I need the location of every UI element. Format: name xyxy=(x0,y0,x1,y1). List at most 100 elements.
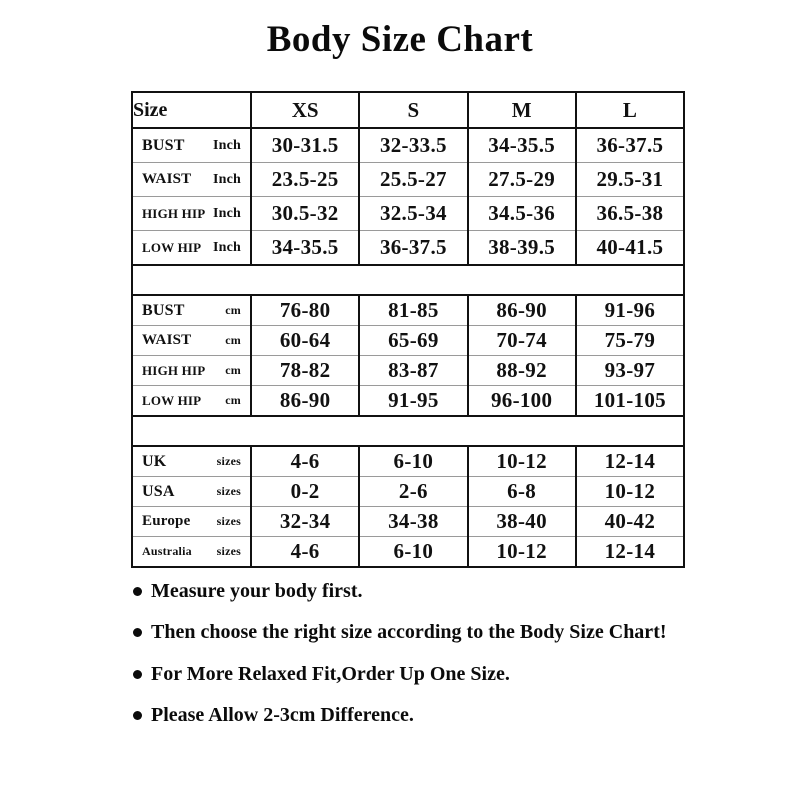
cell-bust-cm-m: 86-90 xyxy=(466,295,577,326)
header-label-cell: Size xyxy=(131,92,252,129)
note-text: Please Allow 2-3cm Difference. xyxy=(151,704,414,727)
cell-waist-inch-m: 27.5-29 xyxy=(466,162,577,197)
body-size-table: Size XS S M L BUST Inch 30-31.5 32-33.5 … xyxy=(131,91,686,568)
note-text: For More Relaxed Fit,Order Up One Size. xyxy=(151,662,510,685)
cell-waist-cm-m: 70-74 xyxy=(466,325,577,356)
table-row-europe-sizes: Europe sizes 32-34 34-38 38-40 40-42 xyxy=(131,506,686,537)
cell-lowhip-inch-m: 38-39.5 xyxy=(466,230,577,266)
cell-lowhip-cm-s: 91-95 xyxy=(358,385,469,417)
row-label-highhip-cm: HIGH HIP cm xyxy=(131,355,252,386)
cell-bust-cm-l: 91-96 xyxy=(574,295,686,326)
cell-highhip-cm-xs: 78-82 xyxy=(249,355,361,386)
row-name: WAIST xyxy=(142,332,192,348)
cell-highhip-inch-l: 36.5-38 xyxy=(574,196,686,231)
row-unit: cm xyxy=(225,303,241,317)
row-label-uk: UK sizes xyxy=(131,446,252,477)
cell-lowhip-inch-l: 40-41.5 xyxy=(574,230,686,266)
row-label-waist-inch: WAIST Inch xyxy=(131,162,252,197)
header-size-xs: XS xyxy=(249,92,361,129)
cell-usa-m: 6-8 xyxy=(466,476,577,507)
cell-highhip-cm-l: 93-97 xyxy=(574,355,686,386)
row-name: BUST xyxy=(142,136,185,154)
spacer-cell xyxy=(132,415,684,447)
row-unit: sizes xyxy=(216,544,241,558)
cell-bust-inch-s: 32-33.5 xyxy=(358,128,469,163)
row-label-usa: USA sizes xyxy=(131,476,252,507)
cell-europe-xs: 32-34 xyxy=(249,506,361,537)
cell-bust-inch-m: 34-35.5 xyxy=(466,128,577,163)
cell-bust-inch-xs: 30-31.5 xyxy=(249,128,361,163)
table-row-bust-cm: BUST cm 76-80 81-85 86-90 91-96 xyxy=(131,295,686,326)
cell-highhip-inch-xs: 30.5-32 xyxy=(249,196,361,231)
block-spacer-cm-sizes xyxy=(132,415,684,447)
table-header-row: Size XS S M L xyxy=(131,92,686,129)
cell-lowhip-cm-m: 96-100 xyxy=(466,385,577,417)
row-unit: Inch xyxy=(212,137,241,153)
table-row-bust-inch: BUST Inch 30-31.5 32-33.5 34-35.5 36-37.… xyxy=(131,128,686,163)
cell-waist-inch-xs: 23.5-25 xyxy=(249,162,361,197)
row-name: HIGH HIP xyxy=(142,205,206,221)
row-unit: cm xyxy=(225,393,241,407)
cell-waist-inch-s: 25.5-27 xyxy=(358,162,469,197)
cell-usa-xs: 0-2 xyxy=(249,476,361,507)
row-label-highhip-inch: HIGH HIP Inch xyxy=(131,196,252,231)
cell-waist-cm-l: 75-79 xyxy=(574,325,686,356)
note-item: Then choose the right size according to … xyxy=(133,619,703,645)
row-unit: sizes xyxy=(216,454,241,468)
row-label-bust-inch: BUST Inch xyxy=(131,128,252,163)
row-name: WAIST xyxy=(142,171,192,187)
table-row-waist-cm: WAIST cm 60-64 65-69 70-74 75-79 xyxy=(131,325,686,356)
cell-lowhip-inch-xs: 34-35.5 xyxy=(249,230,361,266)
row-name: Europe xyxy=(142,513,191,529)
cell-uk-s: 6-10 xyxy=(358,446,469,477)
table-row-australia-sizes: Australia sizes 4-6 6-10 10-12 12-14 xyxy=(131,536,686,568)
row-name: UK xyxy=(142,452,167,470)
bullet-icon xyxy=(133,587,142,596)
row-label-waist-cm: WAIST cm xyxy=(131,325,252,356)
bullet-icon xyxy=(133,711,142,721)
note-item: Measure your body first. xyxy=(133,578,703,604)
table-row-usa-sizes: USA sizes 0-2 2-6 6-8 10-12 xyxy=(131,476,686,507)
cell-highhip-inch-s: 32.5-34 xyxy=(358,196,469,231)
note-item: For More Relaxed Fit,Order Up One Size. xyxy=(133,661,703,687)
cell-australia-xs: 4-6 xyxy=(249,536,361,568)
cell-lowhip-cm-l: 101-105 xyxy=(574,385,686,417)
block-spacer-inch-cm xyxy=(132,264,684,296)
row-unit: sizes xyxy=(216,514,241,528)
cell-highhip-inch-m: 34.5-36 xyxy=(466,196,577,231)
row-unit: cm xyxy=(225,333,241,347)
table-row-waist-inch: WAIST Inch 23.5-25 25.5-27 27.5-29 29.5-… xyxy=(131,162,686,197)
table-row-lowhip-inch: LOW HIP Inch 34-35.5 36-37.5 38-39.5 40-… xyxy=(131,230,686,266)
row-unit: cm xyxy=(225,363,241,377)
row-label-lowhip-cm: LOW HIP cm xyxy=(131,385,252,417)
row-unit: sizes xyxy=(216,484,241,498)
cell-bust-cm-s: 81-85 xyxy=(358,295,469,326)
notes-list: Measure your body first. Then choose the… xyxy=(133,578,703,729)
bullet-icon xyxy=(133,628,142,638)
row-name: BUST xyxy=(142,301,185,319)
cell-uk-m: 10-12 xyxy=(466,446,577,477)
cell-australia-l: 12-14 xyxy=(574,536,686,568)
table-body: Size XS S M L BUST Inch 30-31.5 32-33.5 … xyxy=(131,92,686,568)
cell-waist-inch-l: 29.5-31 xyxy=(574,162,686,197)
row-name: HIGH HIP xyxy=(142,362,206,378)
row-label-lowhip-inch: LOW HIP Inch xyxy=(131,230,252,266)
row-name: LOW HIP xyxy=(142,392,202,408)
page-title: Body Size Chart xyxy=(266,19,534,60)
header-size-s: S xyxy=(358,92,469,129)
row-label-europe: Europe sizes xyxy=(131,506,252,537)
note-text: Measure your body first. xyxy=(151,580,363,602)
cell-australia-m: 10-12 xyxy=(466,536,577,568)
header-size-m: M xyxy=(466,92,577,129)
row-label-bust-cm: BUST cm xyxy=(131,295,252,326)
header-size-l: L xyxy=(574,92,686,129)
row-label-australia: Australia sizes xyxy=(131,536,252,568)
table-row-lowhip-cm: LOW HIP cm 86-90 91-95 96-100 101-105 xyxy=(131,385,686,417)
row-name: USA xyxy=(142,482,175,500)
table-row-uk-sizes: UK sizes 4-6 6-10 10-12 12-14 xyxy=(131,446,686,477)
cell-bust-cm-xs: 76-80 xyxy=(249,295,361,326)
cell-lowhip-inch-s: 36-37.5 xyxy=(358,230,469,266)
row-unit: Inch xyxy=(212,239,241,255)
row-unit: Inch xyxy=(212,205,241,221)
